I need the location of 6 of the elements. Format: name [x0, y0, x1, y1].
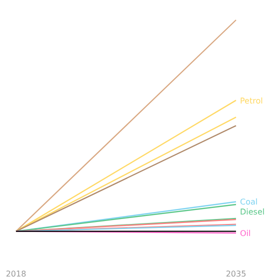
series-label: Diesel: [240, 208, 265, 217]
series-label: Coal: [240, 198, 258, 207]
x-tick-label: 2035: [226, 270, 246, 279]
series-label: Oil: [240, 229, 251, 238]
x-tick-label: 2018: [6, 270, 26, 279]
series-label: Petrol: [240, 96, 263, 106]
